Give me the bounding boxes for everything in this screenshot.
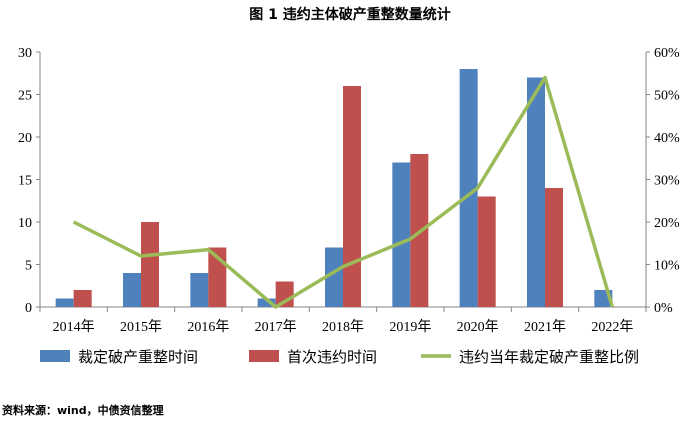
source-note: 资料来源：wind，中债资信整理 — [2, 404, 164, 417]
y-right-tick-label: 0% — [654, 301, 673, 316]
y-left-tick-label: 30 — [18, 46, 32, 61]
y-left-tick-label: 20 — [18, 131, 32, 146]
x-tick-label: 2019年 — [389, 319, 431, 335]
chart-title: 图 1 违约主体破产重整数量统计 — [249, 7, 451, 23]
legend-label-0: 裁定破产重整时间 — [78, 348, 198, 366]
x-tick-label: 2018年 — [322, 319, 364, 335]
x-tick-label: 2022年 — [591, 319, 633, 335]
bar-ruling-5 — [392, 162, 411, 307]
y-left-tick-label: 5 — [25, 259, 32, 274]
y-left-tick-label: 15 — [18, 174, 32, 189]
bar-ruling-0 — [55, 298, 74, 307]
y-right-tick-label: 30% — [654, 174, 680, 189]
y-right-tick-label: 50% — [654, 89, 680, 104]
bar-ruling-6 — [459, 69, 478, 307]
legend-swatch-0 — [40, 350, 70, 362]
y-left-tick-label: 0 — [25, 301, 32, 316]
legend-label-2: 违约当年裁定破产重整比例 — [459, 348, 639, 366]
x-tick-label: 2017年 — [255, 319, 297, 335]
x-tick-label: 2020年 — [457, 319, 499, 335]
y-left-tick-label: 10 — [18, 216, 32, 231]
bar-ruling-2 — [190, 273, 209, 307]
x-tick-label: 2016年 — [187, 319, 229, 335]
x-tick-label: 2015年 — [120, 319, 162, 335]
line-series-ratio — [72, 75, 615, 309]
chart: 0 5 10 15 20 25 30 0% 10% 20% 30% 40% 50% 60% 2014年 201… — [18, 46, 680, 366]
legend-swatch-1 — [249, 350, 279, 362]
bar-default-0 — [73, 290, 92, 307]
bar-default-7 — [545, 188, 563, 307]
bar-ruling-1 — [123, 273, 141, 307]
y-right-tick-label: 20% — [654, 216, 680, 231]
x-tick-label: 2014年 — [53, 319, 95, 335]
bar-default-1 — [141, 222, 159, 307]
y-left-tick-label: 25 — [18, 89, 32, 104]
x-tick-label: 2021年 — [524, 319, 566, 335]
bar-ruling-7 — [527, 77, 545, 307]
legend-label-1: 首次违约时间 — [287, 348, 377, 366]
y-right-tick-label: 60% — [654, 46, 680, 61]
bar-ruling-3 — [257, 298, 276, 307]
bar-default-6 — [477, 196, 496, 307]
bar-default-4 — [343, 86, 361, 307]
bar-ruling-4 — [325, 247, 343, 307]
y-right-tick-label: 10% — [654, 259, 680, 274]
y-right-tick-label: 40% — [654, 131, 680, 146]
